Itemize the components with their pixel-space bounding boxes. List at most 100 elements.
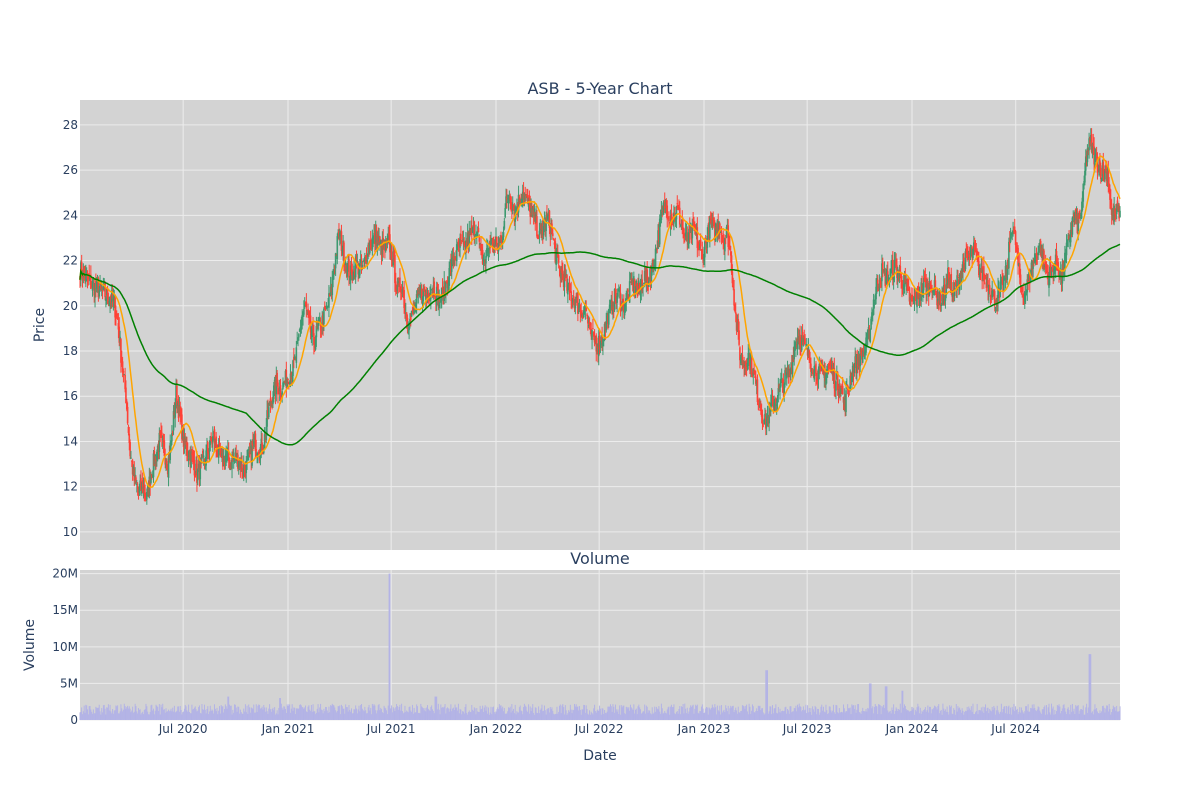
volume-bar bbox=[459, 708, 461, 720]
candle-body bbox=[990, 293, 993, 297]
candle-body bbox=[168, 453, 171, 459]
volume-bar bbox=[343, 708, 345, 720]
volume-bar bbox=[1053, 714, 1055, 720]
candle-body bbox=[287, 379, 289, 381]
volume-bar bbox=[610, 706, 612, 720]
volume-bar bbox=[1007, 706, 1009, 720]
volume-bar bbox=[1061, 708, 1063, 720]
candle-body bbox=[679, 225, 682, 227]
candle-body bbox=[255, 449, 258, 451]
candle-body bbox=[1087, 150, 1090, 152]
candle-body bbox=[359, 259, 362, 263]
volume-bar bbox=[712, 707, 714, 720]
candle-body bbox=[308, 311, 310, 317]
candle-body bbox=[900, 272, 902, 283]
candle-body bbox=[548, 210, 551, 228]
volume-bar bbox=[960, 712, 962, 720]
candle-body bbox=[1051, 269, 1054, 271]
candle-body bbox=[568, 283, 571, 292]
volume-bar bbox=[806, 713, 808, 720]
volume-bar bbox=[1010, 707, 1012, 720]
volume-bar bbox=[741, 710, 743, 720]
volume-bar bbox=[482, 705, 484, 720]
volume-bar bbox=[136, 711, 138, 720]
candle-body bbox=[305, 301, 308, 308]
candle-body bbox=[264, 436, 267, 438]
volume-bar bbox=[1073, 708, 1075, 720]
candle-body bbox=[1078, 215, 1080, 219]
candle-body bbox=[356, 260, 359, 262]
volume-bar bbox=[215, 711, 217, 720]
volume-bar bbox=[1042, 709, 1044, 720]
volume-bar bbox=[174, 712, 176, 720]
volume-bar bbox=[236, 711, 238, 720]
candle-body bbox=[1036, 256, 1039, 259]
candle-body bbox=[535, 213, 537, 223]
volume-bar bbox=[580, 714, 582, 720]
volume-bar bbox=[650, 714, 652, 720]
volume-bar bbox=[291, 704, 293, 720]
candle-body bbox=[1114, 209, 1116, 215]
candle-body bbox=[800, 335, 803, 351]
price-y-tick-label: 20 bbox=[63, 299, 78, 313]
volume-bar bbox=[361, 708, 363, 720]
volume-bar bbox=[691, 705, 693, 720]
candle-body bbox=[326, 306, 329, 309]
volume-bar bbox=[913, 707, 915, 720]
volume-bar bbox=[941, 714, 943, 720]
volume-bar bbox=[547, 708, 549, 720]
candle-body bbox=[709, 220, 712, 222]
volume-bar bbox=[977, 714, 979, 720]
candle-body bbox=[229, 465, 232, 471]
candle-body bbox=[812, 374, 815, 376]
candle-body bbox=[732, 285, 735, 288]
ma-short-line bbox=[79, 155, 1121, 489]
volume-bar bbox=[454, 704, 456, 720]
candle-body bbox=[628, 294, 630, 300]
volume-bar bbox=[294, 707, 296, 720]
candle-body bbox=[1032, 260, 1034, 269]
volume-bar bbox=[947, 712, 949, 720]
volume-bar bbox=[438, 709, 440, 720]
candle-body bbox=[1007, 259, 1009, 268]
volume-bar bbox=[283, 706, 285, 720]
volume-bar bbox=[264, 707, 266, 720]
volume-bar bbox=[886, 686, 888, 720]
volume-bar bbox=[415, 712, 417, 720]
volume-bar bbox=[272, 707, 274, 720]
candle-body bbox=[1065, 242, 1068, 256]
volume-bar bbox=[300, 704, 302, 720]
candle-body bbox=[1074, 211, 1076, 221]
volume-bar bbox=[114, 710, 116, 720]
candle-body bbox=[364, 255, 367, 257]
candle-body bbox=[118, 326, 121, 343]
candle-body bbox=[312, 326, 314, 330]
volume-bar bbox=[751, 704, 753, 720]
volume-bar bbox=[1030, 707, 1032, 720]
candle-body bbox=[390, 245, 393, 261]
volume-bar bbox=[157, 706, 159, 720]
candle-body bbox=[303, 308, 305, 315]
volume-bar bbox=[158, 704, 160, 720]
volume-bar bbox=[442, 707, 444, 720]
candle-body bbox=[451, 256, 454, 262]
candle-body bbox=[697, 244, 699, 246]
candle-body bbox=[592, 328, 594, 330]
volume-bar bbox=[400, 710, 402, 720]
volume-bar bbox=[1113, 707, 1115, 720]
volume-bar bbox=[1068, 709, 1070, 720]
candle-body bbox=[244, 465, 247, 476]
candle-body bbox=[1064, 253, 1067, 256]
candle-body bbox=[483, 260, 486, 262]
volume-bar bbox=[778, 712, 780, 720]
candle-body bbox=[542, 225, 545, 236]
candle-body bbox=[637, 285, 639, 290]
candle-body bbox=[208, 447, 211, 452]
candle-body bbox=[681, 220, 684, 230]
candle-body bbox=[1106, 168, 1109, 182]
volume-bar bbox=[972, 703, 974, 720]
volume-bar bbox=[842, 712, 844, 720]
candle-body bbox=[852, 367, 855, 377]
candle-body bbox=[777, 388, 780, 396]
candle-body bbox=[247, 455, 249, 461]
